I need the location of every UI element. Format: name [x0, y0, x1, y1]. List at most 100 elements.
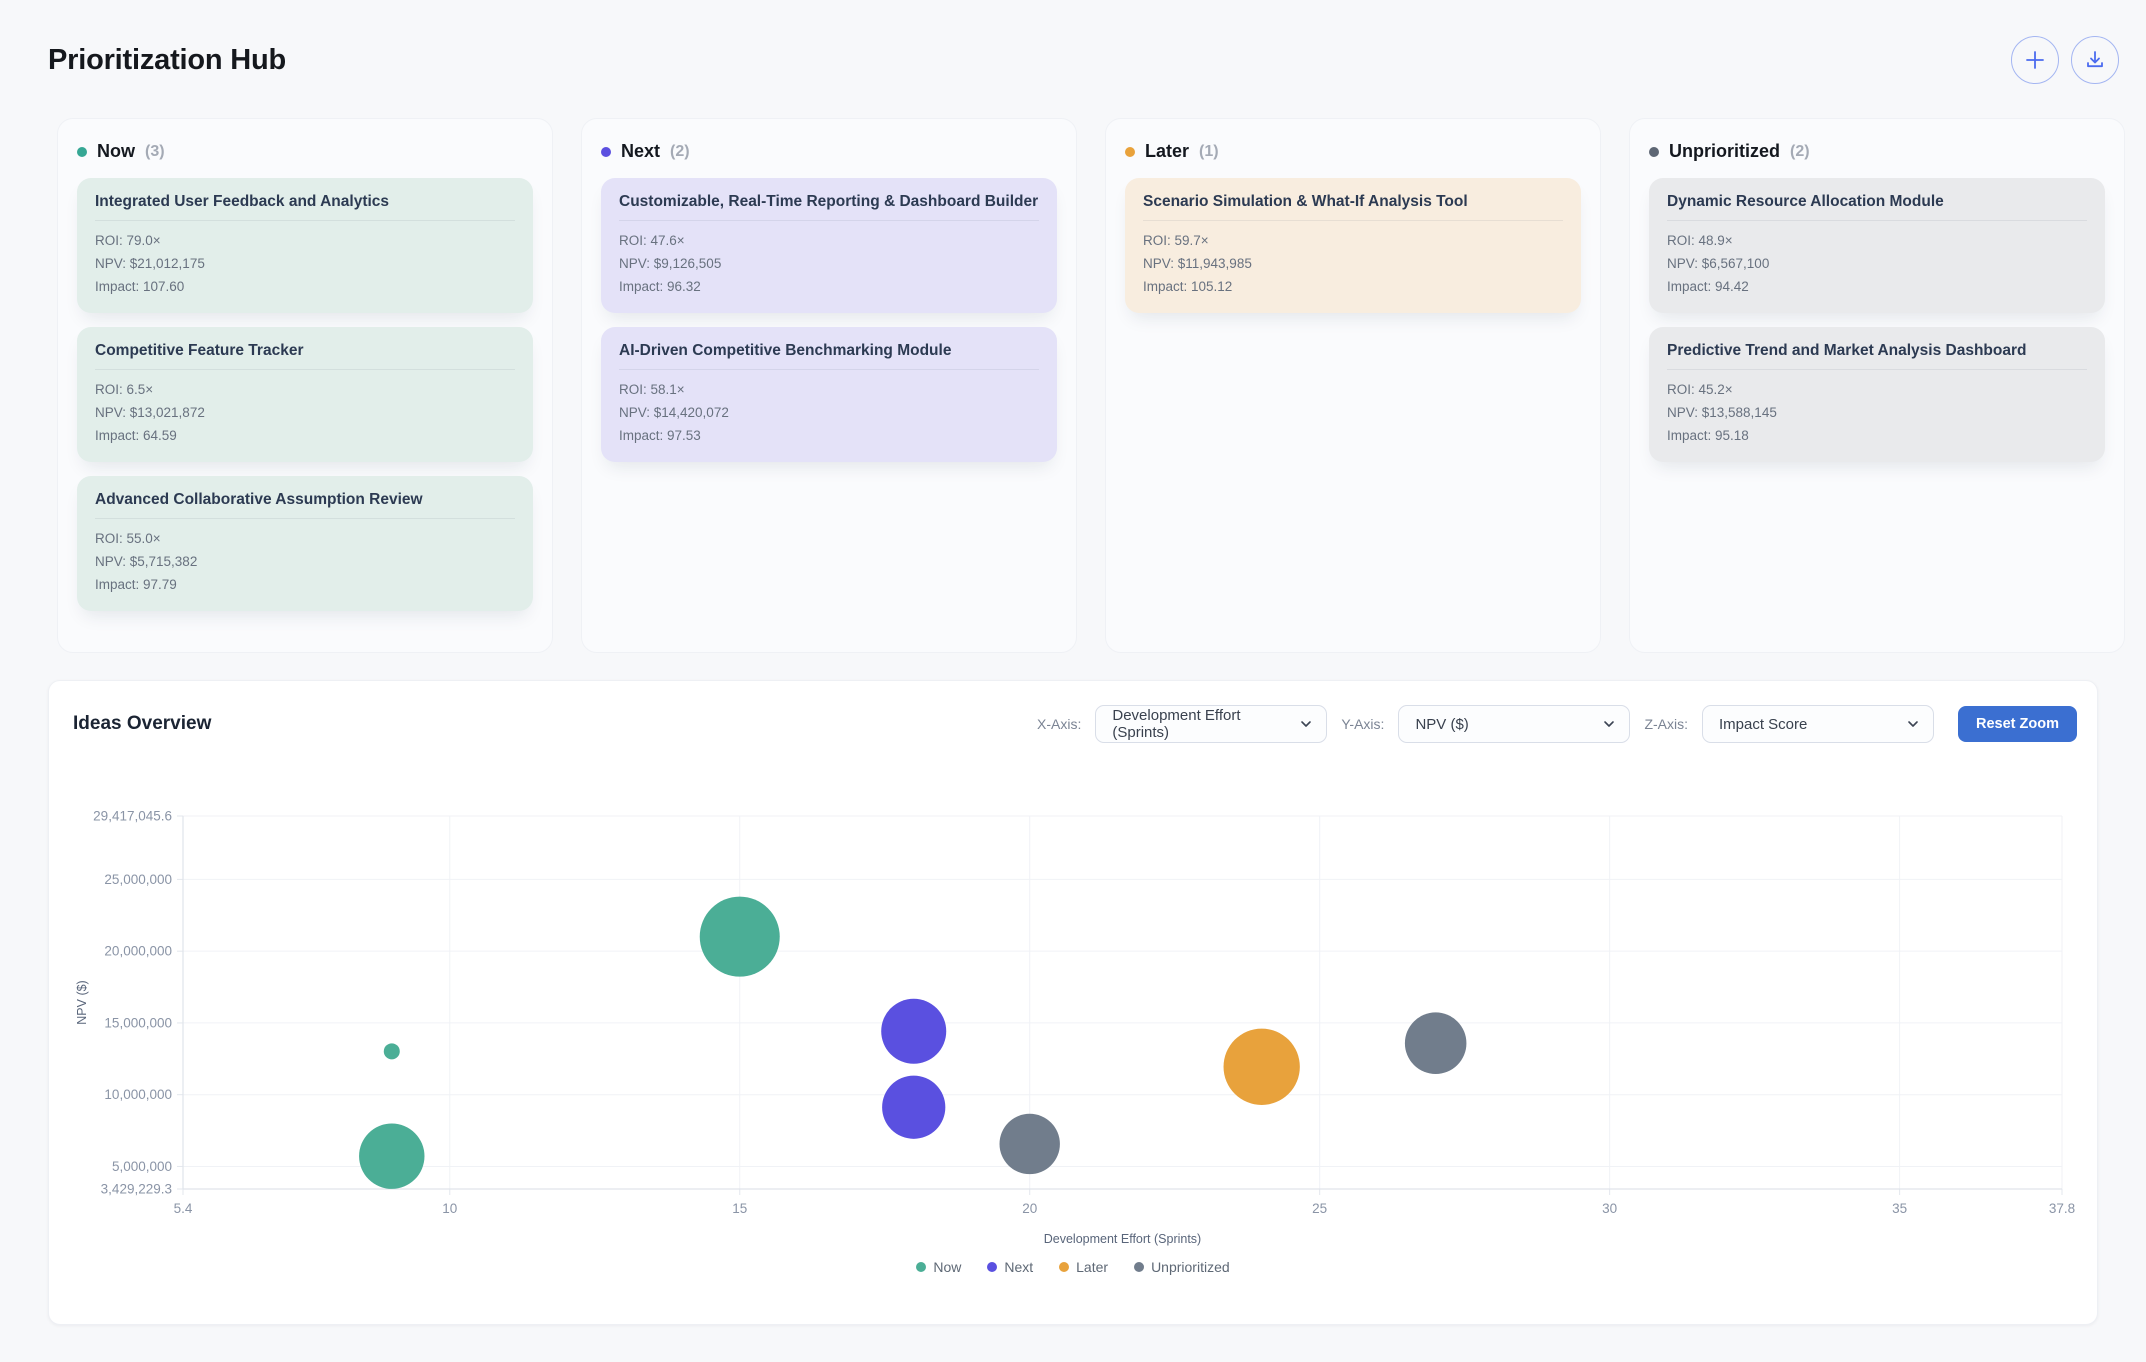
idea-card-impact: Impact: 64.59: [95, 428, 177, 443]
chevron-down-icon: [1601, 716, 1617, 732]
y-axis-title: NPV ($): [75, 980, 89, 1024]
card-divider: [1667, 369, 2087, 370]
legend-item-later[interactable]: Later: [1059, 1259, 1108, 1275]
chart-bubble-later[interactable]: [1223, 1028, 1300, 1105]
chevron-down-icon: [1298, 716, 1314, 732]
x-tick-label: 15: [732, 1201, 747, 1216]
plus-icon: [2023, 48, 2047, 72]
legend-label: Unprioritized: [1151, 1259, 1230, 1275]
idea-card-impact: Impact: 107.60: [95, 279, 185, 294]
chart-bubble-unprioritized[interactable]: [999, 1113, 1060, 1175]
idea-card-title: Competitive Feature Tracker: [95, 342, 304, 359]
idea-card-roi: ROI: 48.9×: [1667, 233, 1733, 248]
column-count: (2): [670, 142, 690, 160]
ideas-overview-header: Ideas Overview X-Axis: Development Effor…: [49, 681, 2097, 743]
idea-card-npv: NPV: $14,420,072: [619, 405, 729, 420]
idea-card-impact: Impact: 105.12: [1143, 279, 1233, 294]
x-axis-selected-value: Development Effort (Sprints): [1112, 707, 1241, 741]
column-status-dot: [1125, 146, 1135, 157]
y-tick-label: 5,000,000: [112, 1159, 172, 1174]
kanban-column-now: Now (3) Integrated User Feedback and Analy…: [57, 118, 553, 653]
idea-card-npv: NPV: $13,021,872: [95, 405, 205, 420]
card-divider: [95, 518, 515, 519]
reset-zoom-button[interactable]: Reset Zoom: [1958, 706, 2077, 742]
column-status-dot: [77, 146, 87, 157]
idea-card-roi: ROI: 6.5×: [95, 382, 154, 397]
card-divider: [1667, 220, 2087, 221]
chart-bubble-now[interactable]: [359, 1123, 425, 1189]
idea-card[interactable]: Integrated User Feedback and Analytics RO…: [77, 178, 533, 313]
x-tick-label: 37.8: [2049, 1201, 2075, 1216]
z-axis-selected-value: Impact Score: [1719, 715, 1808, 733]
legend-label: Next: [1004, 1259, 1034, 1275]
x-axis-label: X-Axis:: [1037, 716, 1082, 732]
bubble-chart: 29,417,045.6 25,000,000 20,000,000 15,000,0…: [75, 809, 2075, 1247]
y-axis-select[interactable]: NPV ($): [1398, 705, 1631, 743]
legend-item-next[interactable]: Next: [987, 1259, 1033, 1275]
column-title: Later: [1145, 141, 1190, 161]
legend-dot: [916, 1262, 927, 1272]
y-tick-label: 3,429,229.3: [101, 1182, 172, 1197]
column-header: Later (1): [1125, 133, 1581, 178]
idea-card[interactable]: Advanced Collaborative Assumption Review…: [77, 476, 533, 611]
card-divider: [619, 220, 1039, 221]
kanban-column-next: Next (2) Customizable, Real-Time Reporting…: [581, 118, 1077, 653]
idea-card-title: Predictive Trend and Market Analysis Das…: [1667, 342, 2027, 359]
y-axis-selected-value: NPV ($): [1415, 715, 1469, 733]
card-divider: [1143, 220, 1563, 221]
download-icon: [2083, 48, 2107, 72]
idea-card-roi: ROI: 47.6×: [619, 233, 685, 248]
x-axis-select[interactable]: Development Effort (Sprints): [1095, 705, 1328, 743]
add-idea-button[interactable]: [2011, 36, 2059, 84]
column-status-dot: [1649, 146, 1659, 157]
x-tick-label: 30: [1602, 1201, 1617, 1216]
idea-card[interactable]: Predictive Trend and Market Analysis Das…: [1649, 327, 2105, 462]
y-tick-label: 20,000,000: [104, 944, 172, 959]
column-status-dot: [601, 146, 611, 157]
idea-card-title: Integrated User Feedback and Analytics: [95, 193, 390, 210]
idea-card-npv: NPV: $13,588,145: [1667, 405, 1777, 420]
idea-card[interactable]: Customizable, Real-Time Reporting & Dash…: [601, 178, 1057, 313]
chart-bubble-next[interactable]: [882, 1075, 946, 1139]
chart-bubble-unprioritized[interactable]: [1404, 1012, 1467, 1074]
axis-controls: X-Axis: Development Effort (Sprints) Y-A…: [1037, 705, 2077, 743]
kanban-column-later: Later (1) Scenario Simulation & What-If An…: [1105, 118, 1601, 653]
idea-card[interactable]: Scenario Simulation & What-If Analysis T…: [1125, 178, 1581, 313]
idea-card[interactable]: Dynamic Resource Allocation Module ROI: 4…: [1649, 178, 2105, 313]
chart-bubble-next[interactable]: [881, 998, 947, 1064]
z-axis-select[interactable]: Impact Score: [1702, 705, 1934, 743]
idea-card-title: Customizable, Real-Time Reporting & Dash…: [619, 193, 1039, 210]
chart-bubble-now[interactable]: [699, 896, 780, 977]
y-tick-label: 29,417,045.6: [93, 809, 172, 824]
idea-card-impact: Impact: 94.42: [1667, 279, 1749, 294]
idea-card-roi: ROI: 55.0×: [95, 531, 161, 546]
kanban-board: Now (3) Integrated User Feedback and Analy…: [0, 118, 2146, 653]
column-count: (1): [1199, 142, 1219, 160]
x-tick-label: 35: [1892, 1201, 1907, 1216]
idea-card-roi: ROI: 58.1×: [619, 382, 685, 397]
idea-card[interactable]: AI-Driven Competitive Benchmarking Modul…: [601, 327, 1057, 462]
idea-card-roi: ROI: 79.0×: [95, 233, 161, 248]
chart-bubble-now[interactable]: [383, 1043, 400, 1060]
legend-dot: [987, 1262, 998, 1272]
column-count: (2): [1790, 142, 1810, 160]
idea-card-title: Scenario Simulation & What-If Analysis T…: [1143, 193, 1468, 210]
legend-label: Later: [1076, 1259, 1109, 1275]
column-count: (3): [145, 142, 165, 160]
legend-item-unprioritized[interactable]: Unprioritized: [1134, 1259, 1230, 1275]
idea-card[interactable]: Competitive Feature Tracker ROI: 6.5× NPV:…: [77, 327, 533, 462]
y-tick-label: 15,000,000: [104, 1015, 172, 1030]
idea-card-npv: NPV: $9,126,505: [619, 256, 722, 271]
idea-card-title: AI-Driven Competitive Benchmarking Modul…: [619, 342, 952, 359]
ideas-overview-panel: Ideas Overview X-Axis: Development Effor…: [48, 680, 2098, 1325]
legend-dot: [1134, 1262, 1145, 1272]
chevron-down-icon: [1905, 716, 1921, 732]
y-tick-label: 10,000,000: [104, 1087, 172, 1102]
column-header: Now (3): [77, 133, 533, 178]
export-button[interactable]: [2071, 36, 2119, 84]
x-tick-label: 20: [1022, 1201, 1037, 1216]
y-tick-label: 25,000,000: [104, 872, 172, 887]
z-axis-label: Z-Axis:: [1644, 716, 1688, 732]
column-title: Unprioritized: [1669, 141, 1780, 161]
legend-item-now[interactable]: Now: [916, 1259, 961, 1275]
